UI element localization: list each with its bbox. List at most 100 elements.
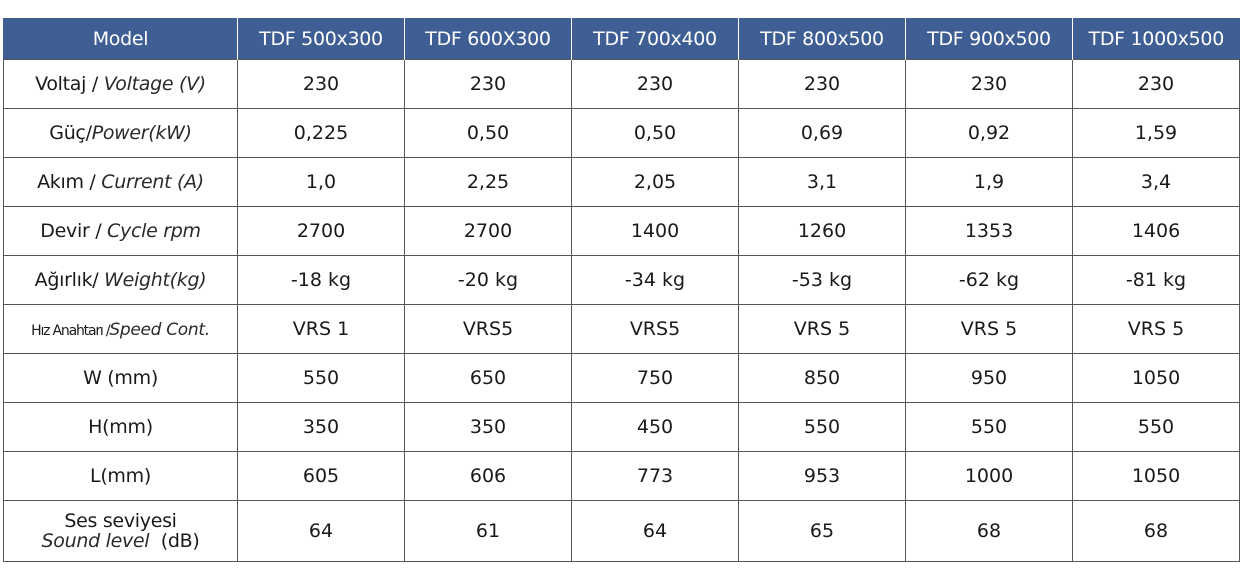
table-cell: -18 kg xyxy=(237,255,405,305)
label-english: Cycle rpm xyxy=(107,220,201,242)
row-label: Devir / Cycle rpm xyxy=(3,206,238,256)
table-cell: VRS 5 xyxy=(738,304,906,354)
row-label: Ses seviyesi Sound level (dB) xyxy=(3,500,238,562)
table-cell: 1000 xyxy=(905,451,1073,501)
label-turkish: Güç/ xyxy=(49,122,92,144)
label-english: Sound level xyxy=(41,530,150,552)
model-name-header: TDF 900x500 xyxy=(905,18,1073,60)
table-cell: 606 xyxy=(404,451,572,501)
table-cell: 68 xyxy=(1072,500,1240,562)
label-english: Weight(kg) xyxy=(104,269,207,291)
row-label: Hız Anahtarı /Speed Cont. xyxy=(3,304,238,354)
header-row: Model TDF 500x300 TDF 600X300 TDF 700x40… xyxy=(3,18,1240,60)
model-name-header: TDF 800x500 xyxy=(738,18,906,60)
table-cell: 550 xyxy=(1072,402,1240,452)
row-label: Güç/Power(kW) xyxy=(3,108,238,158)
table-cell: 3,1 xyxy=(738,157,906,207)
model-name-header: TDF 600X300 xyxy=(404,18,572,60)
table-cell: -81 kg xyxy=(1072,255,1240,305)
spec-table: Model TDF 500x300 TDF 600X300 TDF 700x40… xyxy=(3,18,1240,562)
table-cell: 230 xyxy=(1072,59,1240,109)
label-english: Power(kW) xyxy=(91,122,192,144)
label-turkish: W (mm) xyxy=(83,367,158,389)
label-english: Voltage (V) xyxy=(103,73,207,95)
table-cell: 230 xyxy=(738,59,906,109)
table-cell: VRS 5 xyxy=(905,304,1073,354)
label-english: Speed Cont. xyxy=(109,320,210,340)
table-cell: 950 xyxy=(905,353,1073,403)
weight-row: Ağırlık/ Weight(kg) -18 kg -20 kg -34 kg… xyxy=(3,255,1240,305)
label-turkish: H(mm) xyxy=(88,416,153,438)
rpm-row: Devir / Cycle rpm 2700 2700 1400 1260 13… xyxy=(3,206,1240,256)
width-row: W (mm) 550 650 750 850 950 1050 xyxy=(3,353,1240,403)
table-cell: 230 xyxy=(404,59,572,109)
label-turkish: Voltaj / xyxy=(35,73,104,95)
label-turkish: Ses seviyesi xyxy=(64,510,177,532)
label-turkish: Hız Anahtarı / xyxy=(31,323,110,339)
table-cell: 550 xyxy=(905,402,1073,452)
table-cell: VRS5 xyxy=(404,304,572,354)
table-cell: 350 xyxy=(404,402,572,452)
table-cell: 1,59 xyxy=(1072,108,1240,158)
label-turkish: Akım / xyxy=(37,171,102,193)
table-cell: 605 xyxy=(237,451,405,501)
label-turkish: L(mm) xyxy=(90,465,151,487)
table-cell: 68 xyxy=(905,500,1073,562)
row-label: Voltaj / Voltage (V) xyxy=(3,59,238,109)
model-name-header: TDF 500x300 xyxy=(237,18,405,60)
table-cell: 773 xyxy=(571,451,739,501)
table-cell: 64 xyxy=(237,500,405,562)
table-cell: 1,9 xyxy=(905,157,1073,207)
table-cell: 1400 xyxy=(571,206,739,256)
sound-level-row: Ses seviyesi Sound level (dB) 64 61 64 6… xyxy=(3,500,1240,562)
table-cell: -62 kg xyxy=(905,255,1073,305)
table-cell: 450 xyxy=(571,402,739,452)
table-cell: 0,50 xyxy=(571,108,739,158)
table-cell: 2,05 xyxy=(571,157,739,207)
speed-control-row: Hız Anahtarı /Speed Cont. VRS 1 VRS5 VRS… xyxy=(3,304,1240,354)
table-cell: 350 xyxy=(237,402,405,452)
voltage-row: Voltaj / Voltage (V) 230 230 230 230 230… xyxy=(3,59,1240,109)
table-cell: 1,0 xyxy=(237,157,405,207)
table-cell: 61 xyxy=(404,500,572,562)
power-row: Güç/Power(kW) 0,225 0,50 0,50 0,69 0,92 … xyxy=(3,108,1240,158)
label-turkish: Devir / xyxy=(40,220,108,242)
table-cell: 2700 xyxy=(404,206,572,256)
table-cell: 230 xyxy=(905,59,1073,109)
table-cell: 230 xyxy=(237,59,405,109)
current-row: Akım / Current (A) 1,0 2,25 2,05 3,1 1,9… xyxy=(3,157,1240,207)
table-cell: 850 xyxy=(738,353,906,403)
row-label: Ağırlık/ Weight(kg) xyxy=(3,255,238,305)
table-cell: 750 xyxy=(571,353,739,403)
row-label: L(mm) xyxy=(3,451,238,501)
row-label: H(mm) xyxy=(3,402,238,452)
table-cell: 1260 xyxy=(738,206,906,256)
table-cell: 1406 xyxy=(1072,206,1240,256)
label-turkish: Ağırlık/ xyxy=(34,269,105,291)
table-cell: 64 xyxy=(571,500,739,562)
table-cell: 2700 xyxy=(237,206,405,256)
table-cell: 1353 xyxy=(905,206,1073,256)
table-cell: 0,50 xyxy=(404,108,572,158)
table-cell: 953 xyxy=(738,451,906,501)
label-english: Current (A) xyxy=(101,171,204,193)
table-cell: 650 xyxy=(404,353,572,403)
row-label: W (mm) xyxy=(3,353,238,403)
table-cell: 3,4 xyxy=(1072,157,1240,207)
table-cell: 550 xyxy=(237,353,405,403)
table-cell: -20 kg xyxy=(404,255,572,305)
label-unit: (dB) xyxy=(149,530,200,552)
table-cell: -53 kg xyxy=(738,255,906,305)
length-row: L(mm) 605 606 773 953 1000 1050 xyxy=(3,451,1240,501)
table-cell: -34 kg xyxy=(571,255,739,305)
table-cell: 0,225 xyxy=(237,108,405,158)
table-cell: 550 xyxy=(738,402,906,452)
table-cell: VRS 1 xyxy=(237,304,405,354)
table-cell: 0,69 xyxy=(738,108,906,158)
row-label: Akım / Current (A) xyxy=(3,157,238,207)
table-cell: 1050 xyxy=(1072,451,1240,501)
table-cell: 2,25 xyxy=(404,157,572,207)
model-header: Model xyxy=(3,18,238,60)
table-cell: 0,92 xyxy=(905,108,1073,158)
